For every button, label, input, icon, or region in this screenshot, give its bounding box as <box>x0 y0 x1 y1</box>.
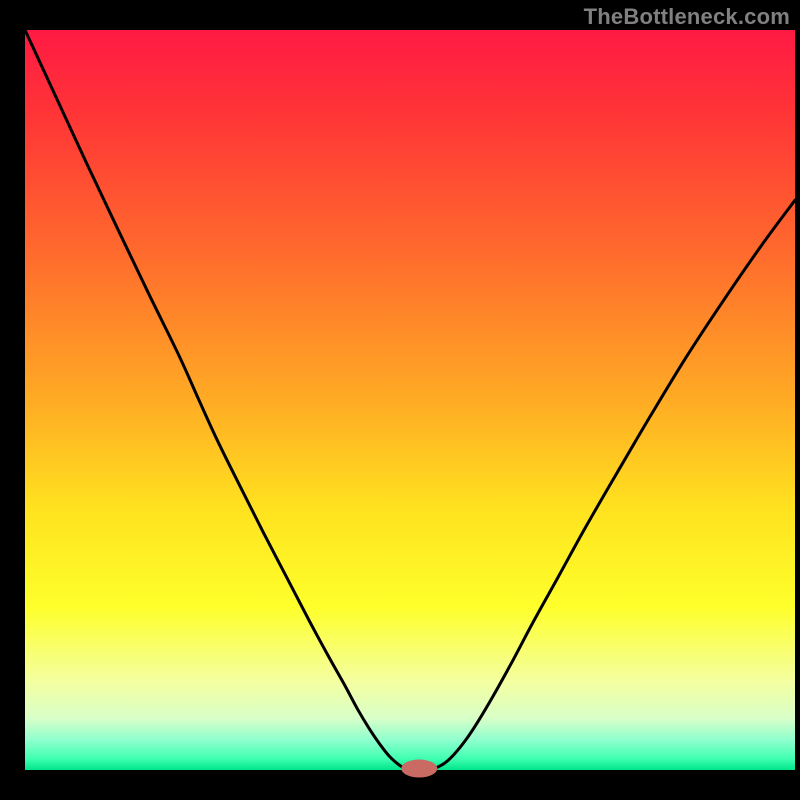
chart-container: TheBottleneck.com <box>0 0 800 800</box>
bottleneck-curve-chart <box>0 0 800 800</box>
plot-area <box>25 30 795 770</box>
optimal-marker <box>401 760 437 778</box>
watermark-label: TheBottleneck.com <box>584 4 790 30</box>
